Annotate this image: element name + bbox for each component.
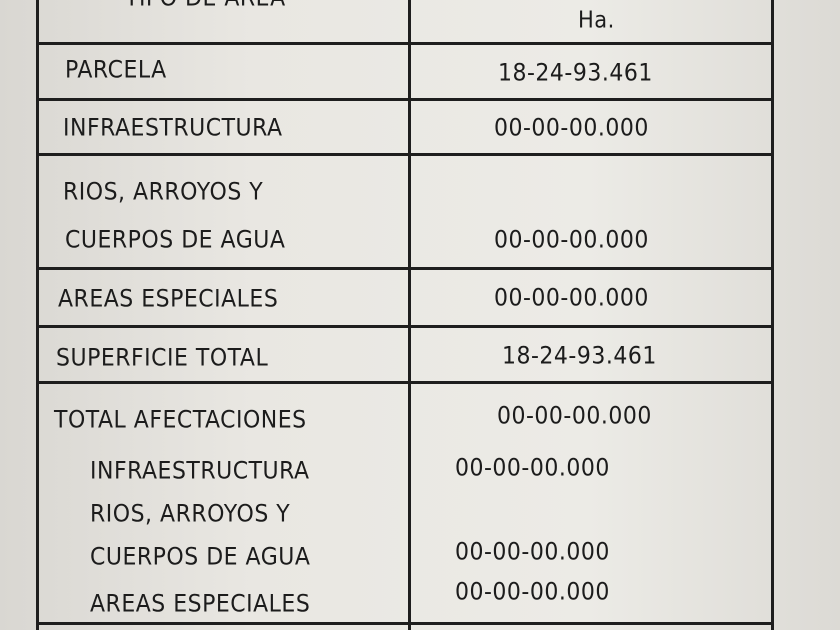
row-divider: [36, 381, 774, 384]
row-divider: [36, 153, 774, 156]
row-label: INFRAESTRUCTURA: [63, 114, 283, 143]
row-label: RIOS, ARROYOS Y: [63, 178, 264, 207]
afectacion-value: 00-00-00.000: [455, 538, 610, 567]
table-border-right: [771, 0, 774, 630]
header-ha: Ha.: [578, 6, 615, 34]
row-divider: [36, 325, 774, 328]
row-value: 18-24-93.461: [498, 59, 653, 88]
table-border-left: [36, 0, 39, 630]
row-divider: [36, 622, 774, 625]
afectacion-label: RIOS, ARROYOS Y: [90, 500, 291, 529]
afectacion-label: INFRAESTRUCTURA: [90, 457, 310, 486]
row-value: 00-00-00.000: [494, 226, 649, 255]
row-label: AREAS ESPECIALES: [58, 285, 279, 314]
afectacion-value: 00-00-00.000: [455, 578, 610, 607]
row-label: CUERPOS DE AGUA: [65, 226, 286, 255]
header-tipo-de-area: TIPO DE AREA: [125, 0, 286, 12]
afectaciones-value: 00-00-00.000: [497, 402, 652, 431]
table-column-divider: [408, 0, 411, 630]
row-label: SUPERFICIE TOTAL: [56, 344, 269, 373]
afectacion-label: CUERPOS DE AGUA: [90, 543, 311, 572]
afectacion-label: AREAS ESPECIALES: [90, 590, 311, 619]
row-divider: [36, 42, 774, 45]
row-value: 00-00-00.000: [494, 284, 649, 313]
row-divider: [36, 98, 774, 101]
row-label: PARCELA: [65, 56, 167, 85]
afectaciones-label: TOTAL AFECTACIONES: [54, 406, 307, 435]
afectacion-value: 00-00-00.000: [455, 454, 610, 483]
row-divider: [36, 267, 774, 270]
row-value: 00-00-00.000: [494, 114, 649, 143]
row-value: 18-24-93.461: [502, 342, 657, 371]
